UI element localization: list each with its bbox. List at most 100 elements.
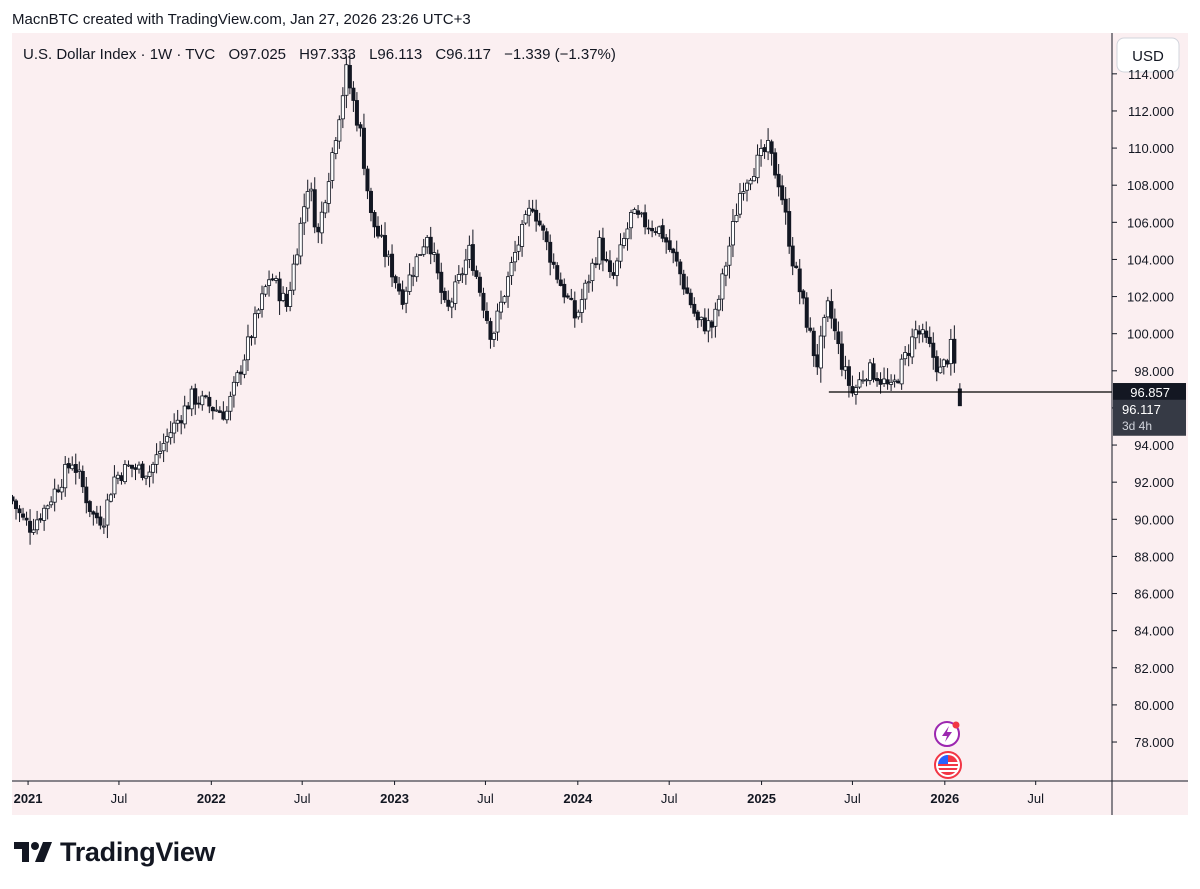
candle-body-up xyxy=(822,317,827,337)
candle-body-up xyxy=(144,475,149,479)
candle xyxy=(442,287,447,303)
candle-body-down xyxy=(927,336,932,344)
candle xyxy=(368,187,373,222)
bar-countdown-label: 3d 4h xyxy=(1122,419,1152,433)
candle xyxy=(952,325,957,373)
candle xyxy=(31,518,36,535)
candle-body-down xyxy=(681,273,686,290)
candle-body-up xyxy=(323,202,328,214)
price-axis[interactable]: 114.000 112.000 110.000 108.000 106.000 104.0… xyxy=(1112,67,1174,750)
candle-body-down xyxy=(934,356,939,373)
candle-body-up xyxy=(115,474,120,479)
tradingview-logo-icon xyxy=(14,842,52,862)
candle-body-up xyxy=(175,419,180,424)
candle-body-up xyxy=(214,409,219,412)
price-tick-label: 92.000 xyxy=(1134,475,1174,490)
candle-body-up xyxy=(411,274,416,277)
time-scale-background xyxy=(12,781,1112,815)
candle-body-up xyxy=(520,223,525,247)
candle xyxy=(168,421,173,445)
price-tick-label: 100.000 xyxy=(1127,327,1174,342)
candlestick-chart[interactable]: U.S. Dollar Index · 1W · TVC O97.025 H97… xyxy=(10,33,1188,815)
price-tick-label: 104.000 xyxy=(1127,252,1174,267)
price-tick-label: 112.000 xyxy=(1128,104,1174,119)
candle-body-down xyxy=(548,241,553,263)
candle-body-up xyxy=(256,309,261,314)
candle xyxy=(537,212,542,227)
candle xyxy=(449,297,454,319)
candle xyxy=(397,276,402,295)
candle-body-down xyxy=(375,225,380,237)
time-tick-label: 2026 xyxy=(930,791,959,806)
candle-body-down xyxy=(238,371,243,375)
candle-body-up xyxy=(267,279,272,286)
candle xyxy=(625,222,630,251)
price-tick-label: 108.000 xyxy=(1127,178,1174,193)
candle-body-down xyxy=(678,261,683,275)
candle-body-down xyxy=(896,380,901,384)
candle xyxy=(527,199,532,227)
us-flag-event-marker[interactable] xyxy=(934,751,962,779)
hline-price-label-bg xyxy=(1113,383,1186,402)
candle xyxy=(534,199,539,232)
candle-body-up xyxy=(126,464,131,467)
candle-body-down xyxy=(604,259,609,262)
candle-body-up xyxy=(748,179,753,185)
time-axis[interactable]: 2021 Jul 2022 Jul 2023 Jul 2024 Jul 2025 Jul 2026 J… xyxy=(14,781,1045,806)
candle-body-down xyxy=(878,379,883,385)
chart-caption: MacnBTC created with TradingView.com, Ja… xyxy=(12,11,471,28)
candle xyxy=(839,331,844,377)
candle-body-down xyxy=(10,496,15,502)
candle-body-down xyxy=(270,278,275,281)
candle xyxy=(302,193,307,235)
candle xyxy=(579,288,584,323)
candle-body-down xyxy=(695,311,700,321)
candle xyxy=(737,183,742,219)
candle xyxy=(794,261,799,269)
price-tick-label: 94.000 xyxy=(1134,438,1174,453)
candle xyxy=(934,350,939,382)
candle-body-up xyxy=(200,395,205,406)
candle xyxy=(695,309,700,329)
candle-body-down xyxy=(488,321,493,340)
candle xyxy=(516,236,521,261)
candle-body-up xyxy=(122,464,127,483)
candle-body-down xyxy=(534,209,539,222)
candle-body-up xyxy=(864,379,869,382)
last-price-label-bg xyxy=(1113,399,1186,436)
candle-body-down xyxy=(442,290,447,301)
legend-change: −1.339 (−1.37%) xyxy=(504,46,616,63)
candle xyxy=(562,278,567,304)
candle-body-down xyxy=(203,395,208,398)
candle-body-up xyxy=(597,237,602,265)
candle xyxy=(98,505,103,530)
candle-body-down xyxy=(277,278,282,302)
candle-body-down xyxy=(372,212,377,228)
candle xyxy=(63,456,68,497)
candle xyxy=(435,249,440,280)
currency-button[interactable]: USD xyxy=(1116,37,1180,73)
candle xyxy=(418,254,423,256)
candle xyxy=(231,376,236,408)
candle xyxy=(685,276,690,295)
candle-body-down xyxy=(839,343,844,370)
chart-frame[interactable]: U.S. Dollar Index · 1W · TVC O97.025 H97… xyxy=(10,33,1188,815)
flag-stripe xyxy=(938,766,958,768)
candle-body-up xyxy=(260,293,265,310)
tradingview-brand[interactable]: TradingView xyxy=(14,836,216,868)
candle-body-up xyxy=(319,211,324,234)
candle-body-up xyxy=(309,188,314,192)
candle-body-down xyxy=(80,470,85,488)
candle-body-down xyxy=(671,248,676,254)
candle-body-down xyxy=(439,271,444,293)
candle-body-up xyxy=(70,464,75,470)
candle-body-up xyxy=(165,436,170,443)
candle xyxy=(474,265,479,280)
candle-body-down xyxy=(709,321,714,328)
candle xyxy=(14,498,19,520)
candle-body-up xyxy=(734,214,739,222)
candle xyxy=(112,465,117,499)
candle xyxy=(108,492,113,503)
economic-event-marker[interactable] xyxy=(934,721,960,747)
candle xyxy=(463,248,468,285)
